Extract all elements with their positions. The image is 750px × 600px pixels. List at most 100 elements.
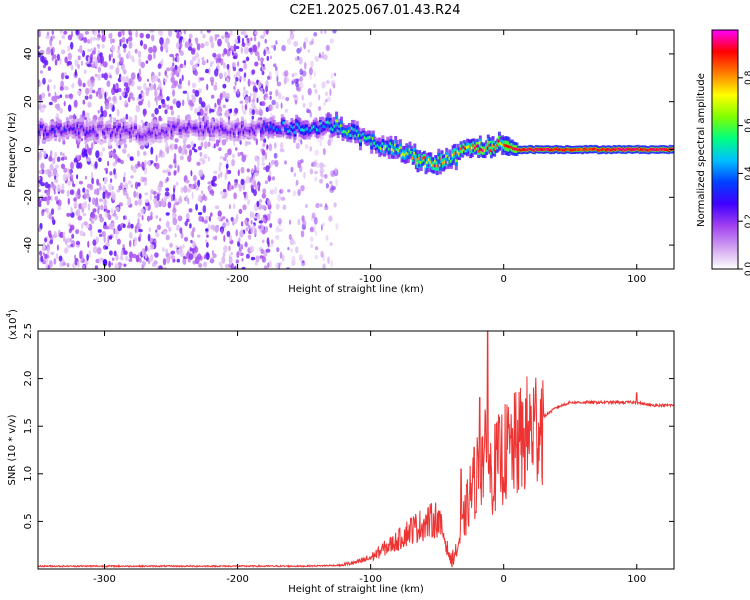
noise-blob — [97, 229, 102, 233]
noise-blob — [155, 229, 158, 233]
noise-blob — [252, 174, 255, 182]
signal-core — [534, 147, 538, 151]
noise-blob — [101, 231, 106, 237]
noise-blob — [254, 155, 258, 162]
noise-blob — [119, 95, 122, 101]
noise-blob — [63, 235, 66, 243]
noise-blob — [45, 35, 50, 40]
noise-blob — [304, 61, 307, 70]
noise-blob — [40, 255, 44, 262]
noise-blob — [184, 148, 188, 155]
noise-blob — [214, 34, 218, 41]
signal-core — [212, 130, 216, 134]
signal-core — [501, 143, 505, 147]
noise-blob — [159, 37, 164, 46]
noise-blob — [194, 70, 199, 76]
x-tick-label: 100 — [627, 574, 646, 585]
noise-blob — [248, 47, 253, 53]
noise-blob — [281, 44, 286, 52]
colorbar: 0.00.20.40.60.8 Normalized spectral ampl… — [696, 29, 750, 276]
noise-blob — [87, 101, 92, 108]
noise-blob — [253, 82, 257, 86]
signal-core — [664, 148, 667, 152]
noise-blob — [268, 143, 273, 152]
signal-core — [255, 126, 259, 130]
y-tick-label: 20 — [23, 95, 34, 108]
noise-blob — [58, 255, 63, 262]
signal-core — [347, 130, 351, 133]
noise-blob — [263, 30, 266, 37]
noise-blob — [166, 176, 169, 182]
noise-blob — [51, 35, 56, 39]
noise-blob — [243, 192, 247, 199]
snr-panel: -300 -200 -100 0 100 0.51.01.52.02.5 Height … — [5, 309, 675, 595]
noise-blob — [79, 45, 83, 53]
noise-blob — [280, 196, 286, 201]
signal-core — [138, 134, 142, 138]
noise-blob — [173, 170, 177, 176]
noise-blob — [170, 66, 174, 72]
noise-blob — [60, 72, 65, 80]
noise-blob — [223, 245, 228, 253]
noise-blob — [188, 38, 192, 44]
noise-blob — [205, 252, 210, 260]
noise-blob — [50, 182, 54, 189]
noise-blob — [78, 180, 83, 185]
noise-blob — [200, 101, 206, 108]
noise-blob — [137, 161, 141, 167]
signal-core — [320, 126, 324, 130]
noise-blob — [187, 155, 192, 163]
noise-blob — [240, 166, 245, 174]
signal-core — [162, 129, 166, 133]
noise-blob — [238, 185, 242, 192]
noise-blob — [279, 261, 282, 266]
noise-blob — [109, 65, 114, 70]
signal-core — [124, 129, 128, 132]
noise-blob — [108, 151, 112, 156]
signal-core — [148, 130, 152, 134]
noise-blob — [277, 193, 281, 202]
noise-blob — [215, 139, 220, 147]
signal-core — [239, 130, 243, 134]
noise-blob — [250, 226, 253, 235]
noise-blob — [117, 53, 121, 59]
signal-core — [55, 124, 59, 128]
signal-core — [446, 161, 450, 165]
noise-blob — [203, 219, 208, 224]
signal-core — [41, 125, 45, 129]
noise-blob — [202, 34, 206, 39]
noise-blob — [221, 195, 227, 199]
noise-blob — [240, 178, 245, 186]
noise-blob — [313, 224, 316, 233]
signal-core — [640, 147, 643, 151]
signal-core — [117, 125, 121, 129]
noise-blob — [279, 251, 283, 259]
noise-blob — [149, 193, 153, 201]
noise-blob — [203, 254, 206, 260]
signal-core — [474, 146, 477, 150]
noise-blob — [38, 94, 42, 102]
signal-core — [603, 148, 607, 152]
signal-core — [111, 131, 115, 135]
noise-blob — [301, 94, 304, 101]
noise-blob — [90, 48, 94, 52]
noise-blob — [155, 232, 160, 238]
noise-blob — [97, 30, 100, 34]
noise-blob — [116, 62, 120, 67]
spectrogram-x-label: Height of straight line (km) — [288, 284, 424, 295]
noise-blob — [252, 211, 255, 219]
noise-blob — [252, 44, 258, 53]
noise-blob — [133, 240, 137, 246]
noise-blob — [123, 250, 128, 255]
noise-blob — [159, 217, 162, 222]
signal-core — [129, 131, 133, 135]
signal-core — [52, 127, 56, 131]
noise-blob — [77, 215, 83, 221]
signal-core — [410, 151, 414, 154]
signal-core — [520, 148, 524, 152]
noise-blob — [279, 148, 284, 153]
noise-blob — [303, 41, 306, 50]
noise-blob — [318, 106, 322, 111]
snr-y-exponent: (x104) — [5, 309, 19, 340]
